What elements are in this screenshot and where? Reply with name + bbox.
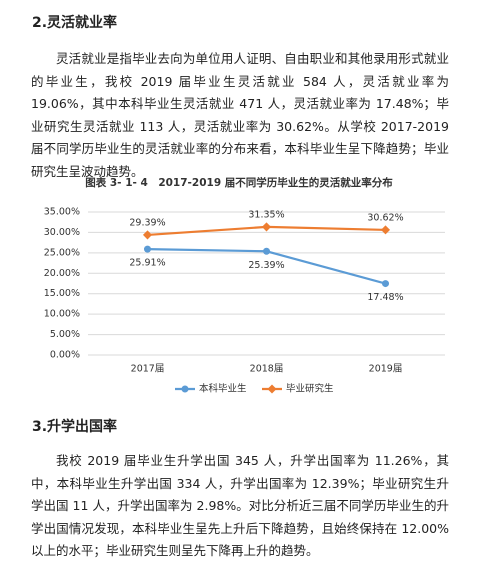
heading: 2.灵活就业率 <box>32 15 118 31</box>
marker <box>382 280 389 288</box>
chart-title: 图表 3- 1- 4 2017-2019 届不同学历毕业生的灵活就业率分布 <box>85 176 393 189</box>
x-tick-label: 2018届 <box>250 364 284 375</box>
heading: 3.升学出国率 <box>32 419 118 435</box>
data-label: 25.91% <box>129 258 165 269</box>
data-label: 17.48% <box>367 292 403 303</box>
legend-label: 毕业研究生 <box>286 383 334 395</box>
y-tick-label: 30.00% <box>44 227 80 238</box>
x-tick-label: 2019届 <box>369 364 403 375</box>
marker <box>263 247 270 255</box>
legend-label: 本科毕业生 <box>199 383 247 395</box>
y-tick-label: 15.00% <box>44 288 80 299</box>
marker <box>144 245 151 253</box>
data-label: 31.35% <box>248 209 284 220</box>
x-tick-label: 2017届 <box>131 364 165 375</box>
chart: 图表 3- 1- 4 2017-2019 届不同学历毕业生的灵活就业率分布 0.… <box>44 176 445 395</box>
y-tick-label: 10.00% <box>44 309 80 320</box>
y-tick-label: 5.00% <box>50 329 80 340</box>
y-tick-label: 25.00% <box>44 247 80 258</box>
paragraph: 灵活就业是指毕业去向为单位用人证明、自由职业和其他录用形式就业的毕业生，我校 2… <box>31 51 449 179</box>
marker <box>261 222 272 232</box>
marker <box>380 225 391 235</box>
y-tick-label: 20.00% <box>44 268 80 279</box>
paragraph: 我校 2019 届毕业生升学出国 345 人，升学出国率为 11.26%，其中，… <box>31 453 449 558</box>
legend-marker <box>181 385 189 393</box>
data-label: 30.62% <box>367 212 403 223</box>
y-tick-label: 0.00% <box>50 350 80 361</box>
y-tick-label: 35.00% <box>44 207 80 218</box>
data-label: 29.39% <box>129 217 165 228</box>
marker <box>142 230 153 240</box>
legend-marker <box>267 384 277 394</box>
data-label: 25.39% <box>248 260 284 271</box>
